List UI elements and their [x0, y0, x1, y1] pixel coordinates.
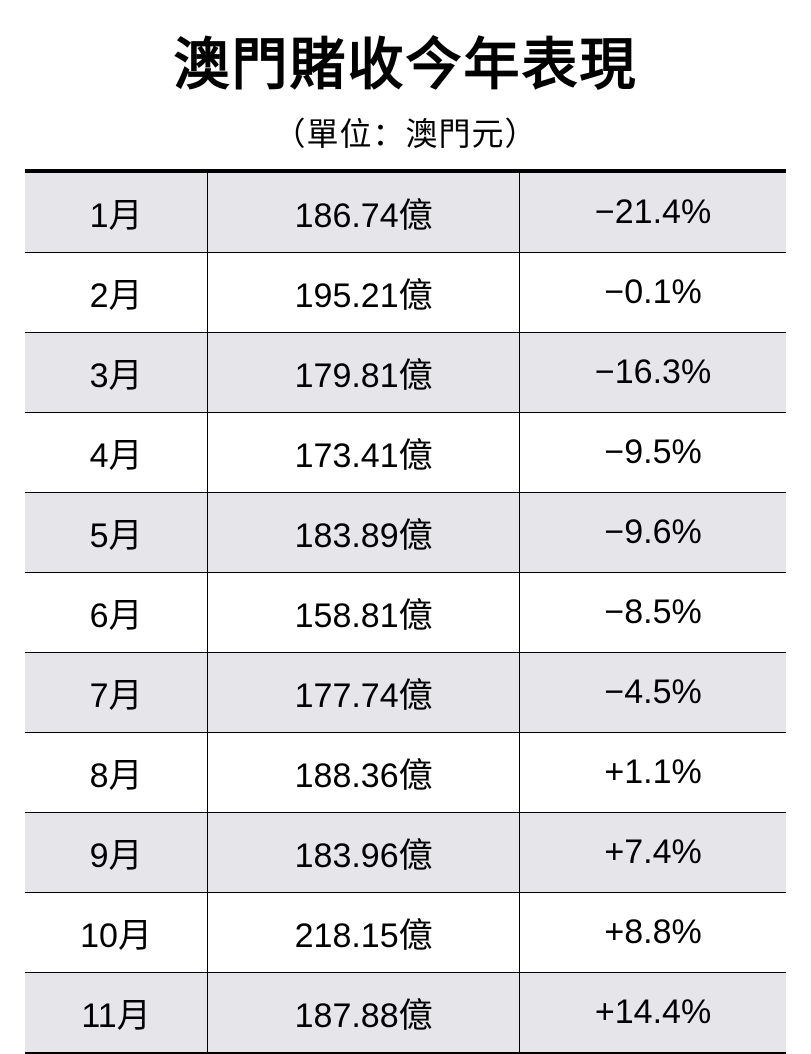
cell-amount: 218.15億 [208, 893, 520, 973]
cell-month: 5月 [25, 493, 208, 573]
cell-change: −4.5% [520, 653, 786, 733]
cell-amount: 188.36億 [208, 733, 520, 813]
cell-amount: 179.81億 [208, 333, 520, 413]
table-row: 3月 179.81億 −16.3% [25, 333, 786, 413]
page-title: 澳門賭收今年表現 [25, 20, 786, 101]
cell-change: −16.3% [520, 333, 786, 413]
table-row: 4月 173.41億 −9.5% [25, 413, 786, 493]
cell-change: −9.6% [520, 493, 786, 573]
cell-month: 1月 [25, 171, 208, 253]
cell-amount: 158.81億 [208, 573, 520, 653]
table-row: 9月 183.96億 +7.4% [25, 813, 786, 893]
cell-amount: 195.21億 [208, 253, 520, 333]
table-row: 8月 188.36億 +1.1% [25, 733, 786, 813]
table-row: 7月 177.74億 −4.5% [25, 653, 786, 733]
cell-amount: 183.89億 [208, 493, 520, 573]
cell-month: 3月 [25, 333, 208, 413]
cell-month: 9月 [25, 813, 208, 893]
table-row: 5月 183.89億 −9.6% [25, 493, 786, 573]
cell-amount: 183.96億 [208, 813, 520, 893]
page-subtitle: （單位：澳門元） [25, 109, 786, 155]
cell-change: +1.1% [520, 733, 786, 813]
table-row: 11月 187.88億 +14.4% [25, 973, 786, 1054]
cell-month: 4月 [25, 413, 208, 493]
data-table: 1月 186.74億 −21.4% 2月 195.21億 −0.1% 3月 17… [25, 169, 786, 1054]
cell-month: 10月 [25, 893, 208, 973]
cell-month: 7月 [25, 653, 208, 733]
cell-amount: 186.74億 [208, 171, 520, 253]
table-row: 2月 195.21億 −0.1% [25, 253, 786, 333]
cell-change: −21.4% [520, 171, 786, 253]
cell-month: 11月 [25, 973, 208, 1054]
cell-amount: 177.74億 [208, 653, 520, 733]
cell-amount: 187.88億 [208, 973, 520, 1054]
table-row: 6月 158.81億 −8.5% [25, 573, 786, 653]
cell-month: 6月 [25, 573, 208, 653]
cell-change: −8.5% [520, 573, 786, 653]
cell-change: +7.4% [520, 813, 786, 893]
cell-amount: 173.41億 [208, 413, 520, 493]
cell-month: 2月 [25, 253, 208, 333]
cell-change: +8.8% [520, 893, 786, 973]
cell-change: −9.5% [520, 413, 786, 493]
table-row: 10月 218.15億 +8.8% [25, 893, 786, 973]
cell-change: +14.4% [520, 973, 786, 1054]
data-table-wrapper: 1月 186.74億 −21.4% 2月 195.21億 −0.1% 3月 17… [25, 169, 786, 1054]
cell-month: 8月 [25, 733, 208, 813]
table-row: 1月 186.74億 −21.4% [25, 171, 786, 253]
cell-change: −0.1% [520, 253, 786, 333]
